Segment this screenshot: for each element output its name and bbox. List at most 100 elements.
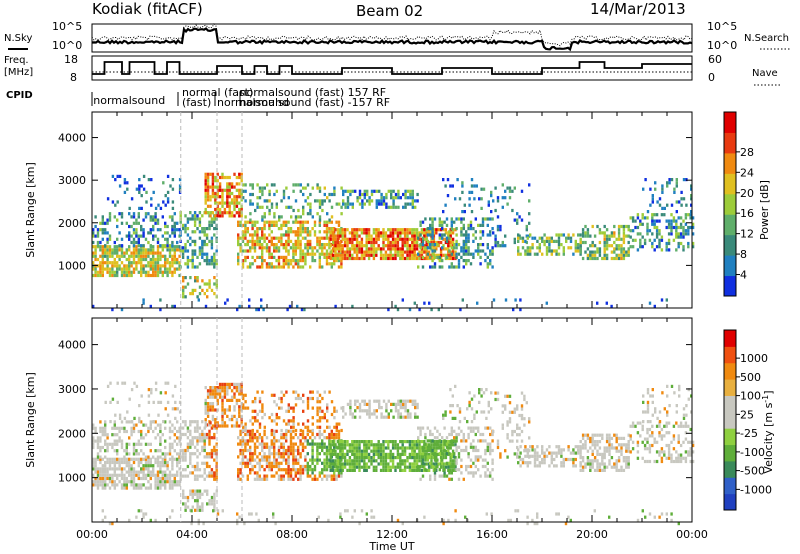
data-pixel (256, 477, 259, 481)
data-pixel (244, 183, 247, 187)
data-pixel (287, 227, 290, 231)
data-pixel (504, 449, 507, 453)
data-pixel (474, 432, 477, 437)
data-pixel (655, 232, 659, 236)
data-pixel (294, 455, 297, 459)
data-pixel (435, 462, 438, 466)
data-pixel (441, 223, 444, 227)
data-pixel (508, 417, 512, 421)
data-pixel (198, 505, 202, 509)
data-pixel (548, 246, 551, 250)
data-pixel (649, 203, 652, 207)
data-pixel (193, 429, 197, 433)
data-pixel (206, 502, 209, 506)
data-pixel (106, 264, 109, 268)
data-pixel (179, 426, 182, 430)
data-pixel (242, 406, 245, 410)
data-pixel (367, 446, 371, 450)
data-pixel (431, 252, 434, 256)
data-pixel (372, 468, 376, 472)
data-pixel (351, 440, 354, 444)
data-pixel (477, 455, 480, 459)
data-pixel (223, 392, 227, 396)
data-pixel (415, 452, 419, 456)
data-pixel (433, 474, 437, 478)
data-pixel (280, 442, 283, 446)
data-pixel (104, 231, 107, 235)
data-pixel (213, 474, 216, 478)
data-pixel (213, 252, 216, 256)
colorbar-tick: 8 (740, 248, 747, 261)
data-pixel (270, 461, 273, 465)
data-pixel (316, 419, 319, 423)
data-pixel (409, 202, 412, 206)
data-pixel (358, 456, 361, 460)
data-pixel (156, 245, 160, 249)
data-pixel (256, 230, 259, 234)
data-pixel (211, 402, 215, 406)
data-pixel (661, 190, 664, 194)
data-pixel (465, 236, 468, 240)
data-pixel (149, 261, 152, 265)
data-pixel (430, 459, 433, 463)
data-pixel (469, 426, 473, 430)
data-pixel (214, 418, 217, 422)
data-pixel (470, 184, 474, 188)
data-pixel (457, 452, 461, 456)
data-pixel (654, 187, 657, 191)
data-pixel (318, 218, 322, 222)
data-pixel (337, 432, 341, 437)
data-pixel (443, 426, 446, 430)
data-pixel (147, 248, 150, 252)
data-pixel (223, 188, 227, 192)
data-pixel (460, 249, 463, 253)
data-pixel (108, 251, 112, 255)
data-pixel (106, 457, 109, 461)
data-pixel (499, 455, 502, 459)
data-pixel (675, 200, 678, 204)
data-pixel (211, 389, 215, 393)
data-pixel (96, 467, 100, 471)
data-pixel (209, 408, 212, 412)
data-pixel (379, 231, 383, 235)
data-pixel (435, 231, 438, 235)
data-pixel (218, 214, 222, 218)
data-pixel (239, 439, 242, 443)
data-pixel (489, 262, 492, 266)
data-pixel (244, 249, 247, 253)
data-pixel (489, 448, 492, 453)
data-pixel (487, 200, 490, 204)
data-pixel (246, 464, 249, 469)
data-pixel (147, 470, 150, 474)
data-pixel (449, 234, 452, 238)
data-pixel (389, 465, 392, 469)
data-pixel (641, 222, 644, 226)
data-pixel (382, 399, 386, 403)
data-pixel (186, 448, 190, 453)
data-pixel (450, 246, 453, 250)
data-pixel (273, 439, 276, 443)
data-pixel (237, 255, 240, 259)
data-pixel (266, 183, 269, 187)
data-pixel (323, 452, 326, 456)
data-pixel (442, 244, 445, 248)
data-pixel (461, 181, 464, 185)
data-pixel (404, 406, 407, 410)
data-pixel (309, 205, 312, 209)
data-pixel (313, 246, 317, 250)
data-pixel (135, 483, 138, 487)
data-pixel (365, 449, 368, 453)
data-pixel (184, 455, 187, 459)
data-pixel (277, 249, 281, 253)
data-pixel (277, 227, 281, 231)
data-pixel (249, 468, 252, 472)
data-pixel (213, 495, 216, 500)
data-pixel (525, 401, 528, 405)
data-pixel (311, 477, 314, 481)
data-pixel (228, 204, 231, 208)
data-pixel (191, 442, 194, 446)
data-pixel (385, 192, 388, 197)
data-pixel (387, 412, 390, 416)
data-pixel (328, 199, 331, 203)
y-tick-label: 4000 (58, 132, 86, 145)
